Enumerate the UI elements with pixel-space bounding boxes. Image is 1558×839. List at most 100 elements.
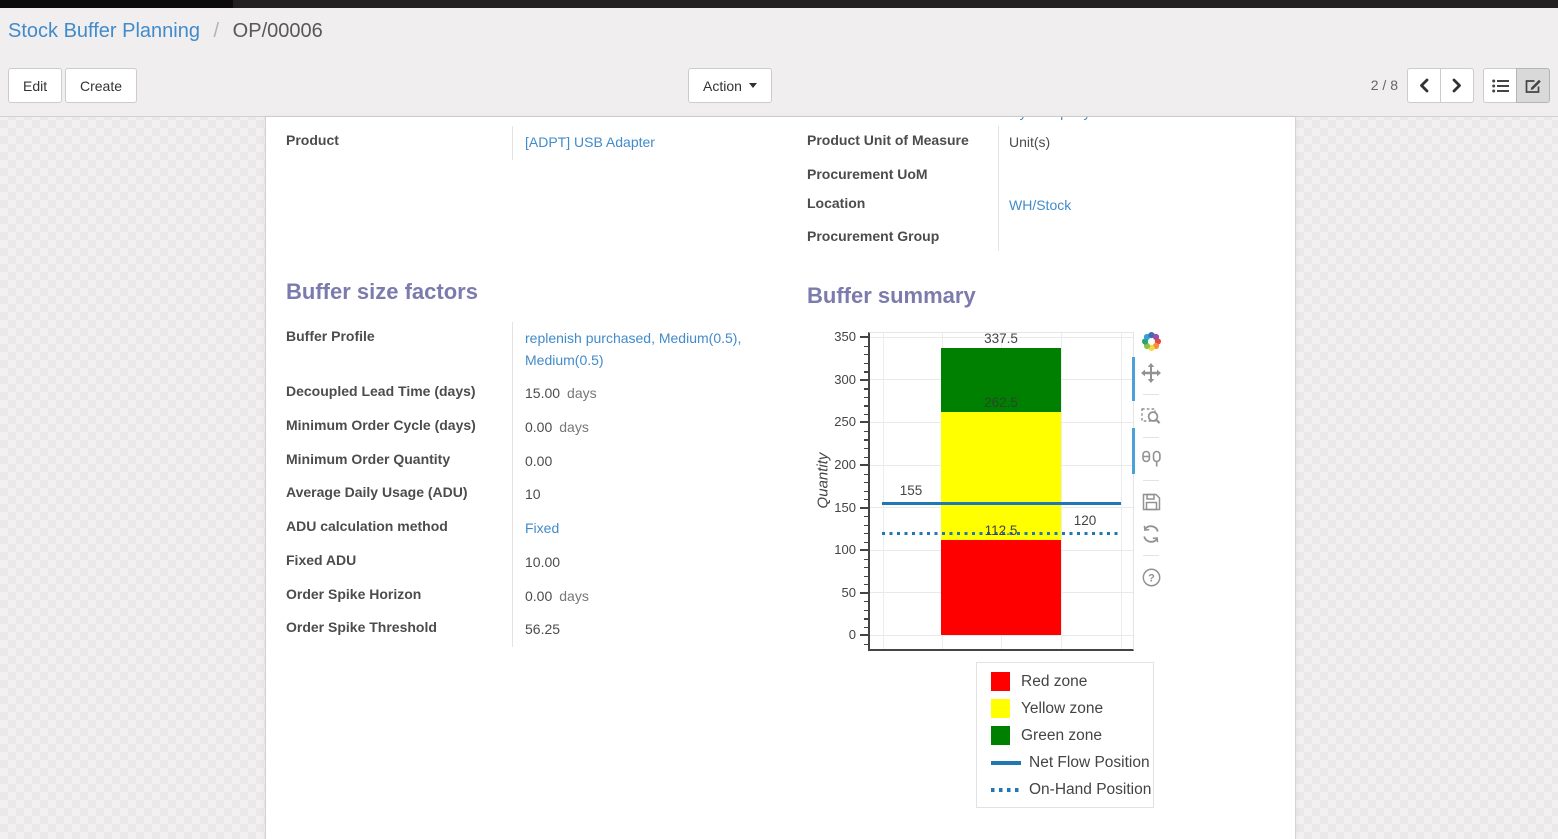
y-axis-major-tick (860, 336, 868, 339)
breadcrumb-current: OP/00006 (232, 20, 323, 42)
field-label: Minimum Order Cycle (days) (286, 417, 476, 434)
caret-down-icon (748, 83, 757, 88)
y-axis-minor-tick (864, 601, 868, 603)
breadcrumb: Stock Buffer Planning / OP/00006 (8, 20, 323, 43)
section-title-buffer-summary: Buffer summary (807, 283, 976, 308)
form-sheet: My Company Product [ADPT] USB Adapter Pro… (265, 117, 1296, 839)
field-value-cell: 56.25 (512, 613, 776, 647)
field-value-link[interactable]: WH/Stock (1009, 196, 1072, 213)
pager-previous-button[interactable] (1407, 68, 1441, 103)
action-label: Action (703, 77, 742, 94)
field-label: Average Daily Usage (ADU) (286, 484, 468, 501)
pan-icon[interactable] (1140, 362, 1162, 384)
form-view-button[interactable] (1516, 68, 1550, 103)
field-value: 10.00 (525, 553, 561, 570)
field-value-cell: 15.00 days (512, 377, 776, 412)
y-axis-tick-label: 200 (834, 457, 856, 473)
y-axis-major-tick (860, 506, 868, 509)
field-value-cell: [ADPT] USB Adapter (512, 126, 778, 160)
y-axis-minor-tick (864, 439, 868, 441)
y-axis-minor-tick (864, 396, 868, 399)
field-row: Product Unit of Measure Unit(s) (807, 126, 1285, 160)
field-value: 15.00 (525, 385, 561, 402)
field-value-cell: 10 (512, 478, 776, 513)
reset-axes-icon[interactable] (1140, 523, 1162, 545)
modebar-separator (1143, 394, 1159, 395)
zone-green-zone (941, 347, 1061, 412)
buffer-size-factors-group: Buffer Profile replenish purchased, Mediu… (286, 322, 776, 647)
legend-item-net-flow-position[interactable]: Net Flow Position (991, 749, 1153, 776)
y-axis-major-tick (860, 464, 868, 467)
field-label: Minimum Order Quantity (286, 450, 451, 467)
compare-hover-icon[interactable] (1140, 448, 1162, 470)
field-unit-suffix: days (559, 419, 589, 436)
action-dropdown-button[interactable]: Action (688, 68, 772, 103)
pager-counter: 2 / 8 (1370, 77, 1398, 93)
y-axis-minor-tick (864, 430, 868, 433)
chart-legend: Red zone Yellow zone Green zone Net Flow Po… (976, 662, 1154, 808)
field-row: Procurement Group (807, 222, 1285, 252)
help-icon[interactable]: ? (1140, 566, 1162, 588)
box-zoom-icon[interactable] (1140, 405, 1162, 427)
field-row: Order Spike Horizon 0.00 days (286, 579, 776, 614)
y-axis-tick-label: 300 (834, 371, 856, 387)
y-axis-minor-tick (864, 533, 868, 535)
y-axis-tick-label: 0 (848, 627, 856, 643)
field-label: Buffer Profile (286, 328, 375, 344)
legend-swatch-square (991, 699, 1010, 718)
legend-label: Green zone (1021, 726, 1102, 744)
list-view-button[interactable] (1483, 68, 1517, 103)
field-value-cell: 0.00 days (512, 411, 776, 445)
field-value: 0.00 (525, 419, 553, 436)
legend-item-green-zone[interactable]: Green zone (991, 722, 1153, 749)
y-axis-minor-tick (864, 482, 868, 484)
field-value-link[interactable]: replenish purchased, Medium(0.5), Medium… (525, 330, 742, 368)
field-label: Order Spike Threshold (286, 619, 437, 636)
field-label: Order Spike Horizon (286, 585, 422, 602)
gridline-x (1121, 333, 1122, 649)
info-group-left: Product [ADPT] USB Adapter (286, 126, 778, 160)
create-button[interactable]: Create (65, 68, 138, 103)
field-value: Unit(s) (1009, 134, 1051, 150)
field-row: Decoupled Lead Time (days) 15.00 days (286, 377, 776, 412)
field-value-cell (998, 222, 1285, 252)
field-value-cell: Unit(s) (998, 126, 1285, 160)
field-value-link[interactable]: [ADPT] USB Adapter (525, 134, 655, 150)
legend-item-yellow-zone[interactable]: Yellow zone (991, 695, 1153, 722)
modebar-active-indicator (1132, 357, 1135, 401)
field-value: 56.25 (525, 621, 561, 638)
field-value-cell: 0.00 days (512, 579, 776, 614)
edit-form-icon (1525, 79, 1541, 93)
y-axis-minor-tick (864, 456, 868, 458)
field-value-cell (998, 159, 1285, 189)
y-axis-minor-tick (864, 584, 868, 586)
net-flow-position-line (882, 501, 1121, 505)
legend-swatch-square (991, 672, 1010, 691)
gridline-x (1061, 333, 1062, 649)
breadcrumb-parent-link[interactable]: Stock Buffer Planning (8, 20, 200, 42)
y-axis-minor-tick (864, 413, 868, 416)
save-icon[interactable] (1140, 491, 1162, 513)
y-axis-minor-tick (864, 405, 868, 407)
plotly-logo-icon[interactable] (1140, 330, 1162, 352)
y-axis-tick-label: 100 (834, 542, 856, 558)
pager-next-button[interactable] (1440, 68, 1474, 103)
field-row: Product [ADPT] USB Adapter (286, 126, 778, 160)
legend-item-on-hand-position[interactable]: On-Hand Position (991, 776, 1153, 803)
view-switcher (1483, 68, 1550, 103)
field-label: Procurement Group (807, 228, 940, 245)
field-row: ADU calculation method Fixed (286, 512, 776, 546)
legend-item-red-zone[interactable]: Red zone (991, 668, 1153, 695)
field-label: Decoupled Lead Time (days) (286, 383, 476, 400)
field-row: Order Spike Threshold 56.25 (286, 613, 776, 647)
field-value: 0.00 (525, 452, 553, 469)
field-label: Procurement UoM (807, 165, 928, 182)
plot-area: 0 50 100 150 200 250 300 350 155 120 337.5 262.5 112… (834, 329, 1134, 651)
y-axis-minor-tick (864, 567, 868, 569)
edit-button[interactable]: Edit (8, 68, 63, 103)
legend-swatch-square (991, 726, 1010, 745)
field-row: Location WH/Stock (807, 188, 1285, 223)
zone-red-zone (941, 539, 1061, 636)
y-axis-minor-tick (864, 388, 868, 390)
field-value-link[interactable]: Fixed (525, 520, 560, 537)
